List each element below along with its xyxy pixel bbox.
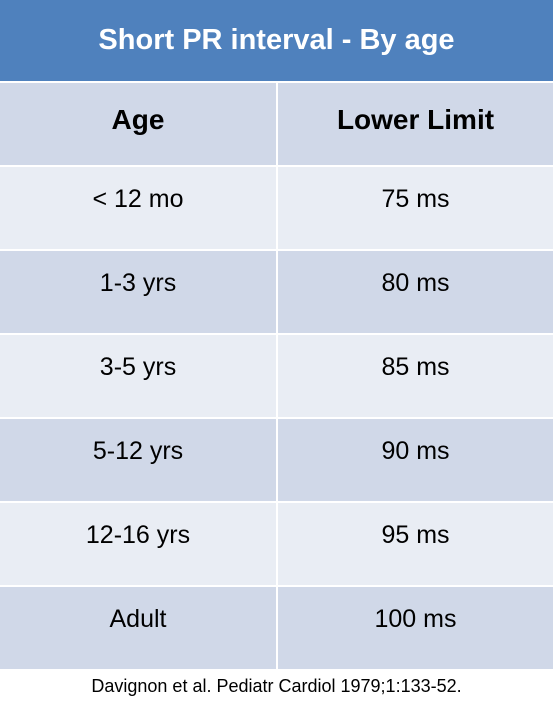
table-cell: Adult: [0, 587, 276, 669]
table-title: Short PR interval - By age: [0, 0, 553, 81]
column-header: Lower Limit: [278, 83, 553, 165]
citation: Davignon et al. Pediatr Cardiol 1979;1:1…: [91, 676, 462, 696]
table-cell: 90 ms: [278, 419, 553, 501]
table-row: < 12 mo 75 ms: [0, 167, 553, 249]
table-cell: 3-5 yrs: [0, 335, 276, 417]
table-cell: < 12 mo: [0, 167, 276, 249]
table-cell: 95 ms: [278, 503, 553, 585]
column-header: Age: [0, 83, 276, 165]
table-cell: 100 ms: [278, 587, 553, 669]
table-cell: 1-3 yrs: [0, 251, 276, 333]
table-row: 3-5 yrs 85 ms: [0, 335, 553, 417]
table: Age Lower Limit < 12 mo 75 ms 1-3 yrs 80 ms 3-…: [0, 83, 553, 671]
header-row: Age Lower Limit: [0, 83, 553, 165]
table-row: 5-12 yrs 90 ms: [0, 419, 553, 501]
table-cell: 5-12 yrs: [0, 419, 276, 501]
table-row: 1-3 yrs 80 ms: [0, 251, 553, 333]
table-row: 12-16 yrs 95 ms: [0, 503, 553, 585]
table-cell: 12-16 yrs: [0, 503, 276, 585]
table-cell: 85 ms: [278, 335, 553, 417]
table-row: Adult 100 ms: [0, 587, 553, 669]
table-cell: 80 ms: [278, 251, 553, 333]
table-cell: 75 ms: [278, 167, 553, 249]
